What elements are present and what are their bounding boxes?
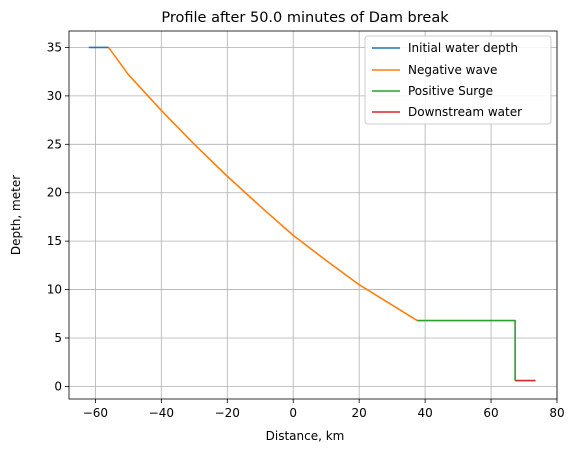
y-tick-label: 0 (54, 379, 62, 393)
y-tick-label: 35 (47, 40, 62, 54)
x-tick-label: −60 (83, 406, 108, 420)
series-line-positive-surge (417, 319, 516, 381)
axis-ticks: −60 −40 −20 0 20 40 60 80 0 5 10 15 20 25 30 35 (47, 40, 565, 420)
chart-title: Profile after 50.0 minutes of Dam break (161, 10, 449, 26)
y-tick-label: 30 (47, 89, 62, 103)
y-tick-label: 20 (47, 186, 62, 200)
legend-label-negative-wave: Negative wave (408, 63, 497, 77)
y-tick-label: 5 (54, 331, 62, 345)
x-tick-label: 40 (417, 406, 432, 420)
legend-label-initial-water-depth: Initial water depth (408, 41, 518, 55)
legend-label-downstream-water: Downstream water (408, 105, 522, 119)
y-tick-label: 25 (47, 137, 62, 151)
x-tick-label: 60 (483, 406, 498, 420)
x-tick-label: −40 (149, 406, 174, 420)
y-tick-label: 15 (47, 234, 62, 248)
x-tick-label: 20 (352, 406, 367, 420)
legend: Initial water depth Negative wave Positi… (364, 35, 552, 125)
x-tick-label: 0 (289, 406, 297, 420)
x-tick-label: 80 (549, 406, 564, 420)
legend-label-positive-surge: Positive Surge (408, 84, 493, 98)
plot-frame (68, 30, 558, 400)
series-line-negative-wave (107, 46, 418, 322)
legend-box (364, 35, 552, 125)
y-tick-label: 10 (47, 283, 62, 297)
x-tick-label: −20 (215, 406, 240, 420)
y-axis-label: Depth, meter (9, 175, 23, 255)
x-axis-label: Distance, km (266, 429, 345, 443)
series-lines (88, 46, 536, 382)
